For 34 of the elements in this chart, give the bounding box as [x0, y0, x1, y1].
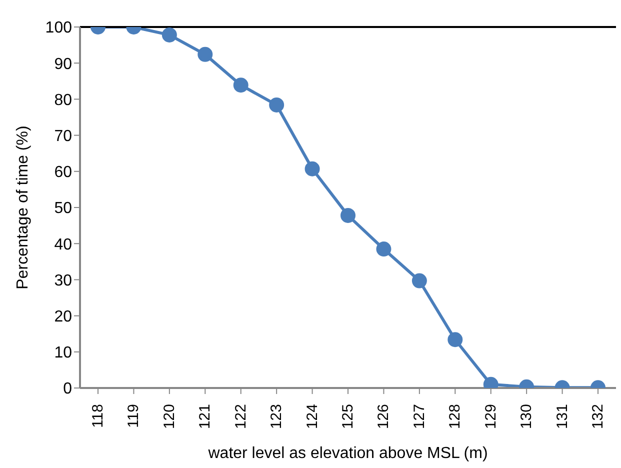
y-tick-label: 20: [54, 308, 72, 326]
y-tick-label: 30: [54, 272, 72, 290]
x-tick-label: 126: [375, 404, 392, 430]
y-tick-label: 70: [54, 128, 72, 145]
x-tick-label: 118: [90, 404, 106, 428]
x-tick-label: 131: [554, 404, 571, 430]
y-tick-label: 60: [54, 164, 72, 182]
y-tick-label: 0: [63, 380, 72, 398]
x-tick-label: 121: [196, 404, 214, 430]
x-tick-label: 129: [482, 404, 500, 430]
point: [340, 208, 356, 223]
y-tick-label: 90: [54, 56, 72, 73]
y-tick-label: 40: [54, 236, 72, 254]
x-tick-label: 125: [340, 404, 356, 430]
x-tick-label: 132: [590, 404, 606, 430]
point: [198, 46, 213, 62]
x-tick-label: 123: [268, 404, 286, 430]
x-tick-label: 120: [160, 404, 178, 430]
point: [304, 161, 320, 176]
y-tick-label: 10: [54, 344, 72, 362]
x-axis-title: water level as elevation above MSL (m): [207, 445, 488, 462]
x-tick-label: 130: [518, 404, 536, 430]
x-tick-label: 127: [410, 404, 428, 430]
y-tick-label: 50: [54, 200, 72, 218]
x-tick-label: 128: [446, 404, 464, 430]
y-tick-label: 80: [54, 92, 72, 109]
point: [233, 78, 248, 93]
x-tick-label: 124: [304, 404, 321, 430]
x-tick-label: 119: [125, 404, 142, 428]
y-axis-title: Percentage of time (%): [14, 126, 32, 290]
x-tick-label: 122: [232, 404, 250, 430]
y-tick-label: 100: [45, 20, 72, 37]
point: [269, 97, 284, 112]
point: [162, 27, 177, 42]
